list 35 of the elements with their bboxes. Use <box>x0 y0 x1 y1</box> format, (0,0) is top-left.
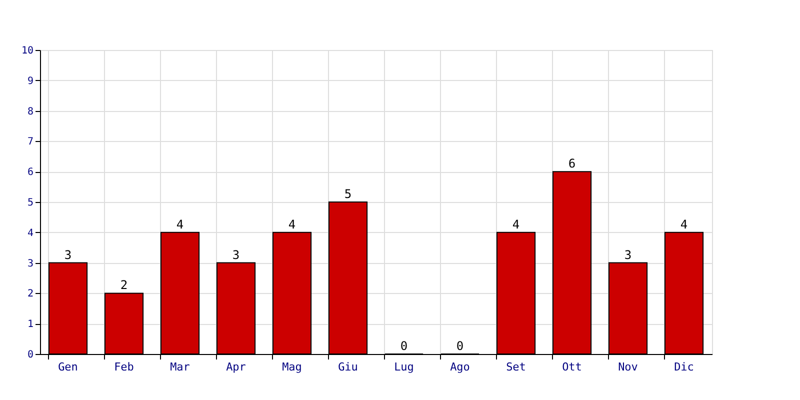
y-tick-label: 6 <box>27 167 34 178</box>
x-tick-label: Ago <box>450 360 470 374</box>
x-tick-label: Gen <box>58 360 78 374</box>
data-label: 3 <box>64 248 72 262</box>
data-label: 4 <box>680 217 688 232</box>
data-label: 6 <box>568 156 576 171</box>
data-label: 0 <box>456 339 464 353</box>
data-label: 4 <box>288 217 296 232</box>
x-tick-label: Apr <box>226 360 246 374</box>
data-label: 4 <box>512 217 520 232</box>
x-tick-label: Set <box>506 360 526 374</box>
y-tick-label: 7 <box>27 136 34 148</box>
data-label: 2 <box>120 278 128 292</box>
y-tick-label: 10 <box>21 46 34 56</box>
data-label: 3 <box>624 248 632 262</box>
y-tick-label: 1 <box>27 319 34 330</box>
x-tick-label: Mag <box>282 360 302 374</box>
x-tick-label: Feb <box>114 360 134 374</box>
data-label: 0 <box>400 339 408 353</box>
x-tick-label: Ott <box>562 360 582 374</box>
data-label: 5 <box>344 187 352 201</box>
x-tick-label: Giu <box>338 360 358 374</box>
x-tick-label: Mar <box>170 360 190 374</box>
y-tick-label: 8 <box>27 106 34 118</box>
y-tick-label: 0 <box>27 350 34 360</box>
y-tick-label: 4 <box>27 228 34 239</box>
y-tick-label: 2 <box>27 288 34 300</box>
x-tick-label: Nov <box>618 360 638 374</box>
data-label: 4 <box>176 217 184 232</box>
y-tick-label: 5 <box>27 198 34 208</box>
x-tick-label: Dic <box>674 360 694 374</box>
y-tick-label: 3 <box>27 258 34 270</box>
x-tick-label: Lug <box>394 360 414 374</box>
data-label: 3 <box>232 248 240 262</box>
y-tick-label: 9 <box>27 76 34 87</box>
